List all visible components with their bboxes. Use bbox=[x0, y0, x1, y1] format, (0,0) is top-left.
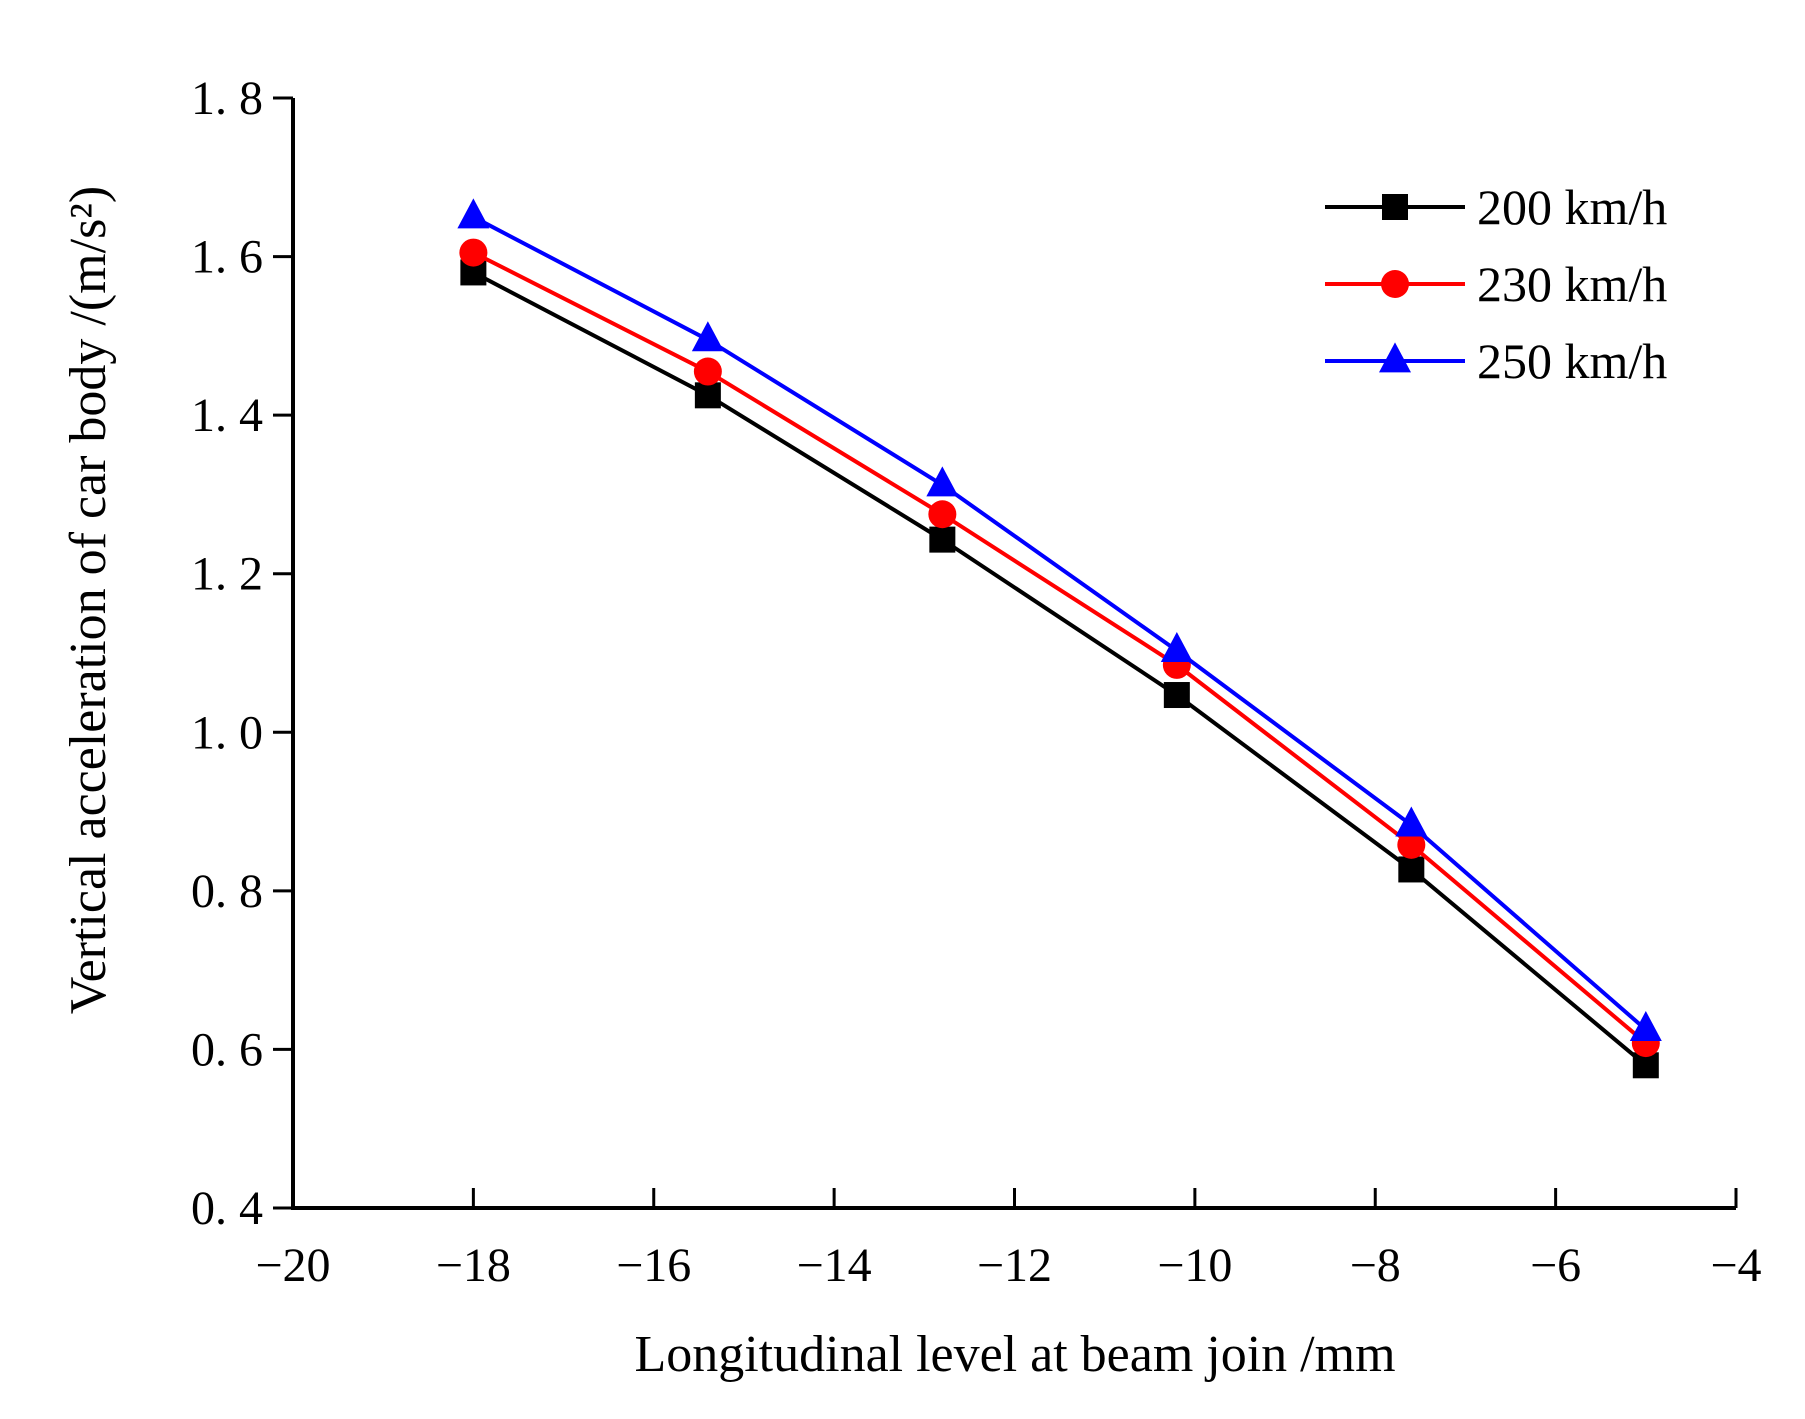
y-tick-label: 1. 8 bbox=[191, 72, 263, 125]
series-layer bbox=[457, 198, 1662, 1079]
legend-label: 250 km/h bbox=[1477, 333, 1667, 389]
data-point bbox=[694, 382, 721, 409]
data-point bbox=[1397, 830, 1426, 859]
series-0 bbox=[460, 259, 1659, 1079]
x-tick-label: −16 bbox=[616, 1239, 691, 1292]
legend-marker bbox=[1381, 270, 1409, 298]
legend-label: 230 km/h bbox=[1477, 256, 1667, 312]
legend-marker bbox=[1382, 194, 1408, 220]
series-line bbox=[472, 250, 1648, 1045]
y-tick-label: 1. 6 bbox=[191, 231, 263, 284]
data-point bbox=[1629, 1011, 1662, 1042]
data-point bbox=[457, 198, 490, 229]
legend-label: 200 km/h bbox=[1477, 179, 1667, 235]
series-line bbox=[472, 270, 1648, 1067]
legend-item-0: 200 km/h bbox=[1325, 179, 1667, 235]
x-axis-label: Longitudinal level at beam join /mm bbox=[634, 1326, 1395, 1383]
series-line bbox=[472, 215, 1648, 1032]
legend: 200 km/h 230 km/h 250 km/h bbox=[1325, 179, 1667, 389]
x-tick-label: −6 bbox=[1530, 1239, 1581, 1292]
data-point bbox=[1398, 856, 1425, 883]
data-point bbox=[1395, 806, 1428, 837]
legend-item-1: 230 km/h bbox=[1325, 256, 1667, 312]
data-point bbox=[459, 238, 488, 267]
data-point bbox=[926, 466, 959, 497]
x-tick-label: −20 bbox=[255, 1239, 330, 1292]
x-tick-label: −8 bbox=[1350, 1239, 1401, 1292]
data-point bbox=[1160, 632, 1193, 663]
data-point bbox=[693, 357, 722, 386]
y-axis-label: Vertical acceleration of car body /(m/s²… bbox=[60, 186, 117, 1014]
series-2 bbox=[457, 198, 1662, 1042]
x-tick-label: −10 bbox=[1157, 1239, 1232, 1292]
y-tick-label: 0. 8 bbox=[191, 865, 263, 918]
axes: −20 −18 −16 −14 −12 −10 −8 −6 −4 0. 4 0. 6 0. 8 1. 0… bbox=[191, 72, 1762, 1292]
y-tick-label: 0. 4 bbox=[191, 1182, 263, 1235]
x-tick-label: −4 bbox=[1710, 1239, 1761, 1292]
y-tick-label: 1. 0 bbox=[191, 706, 263, 759]
legend-item-2: 250 km/h bbox=[1325, 333, 1667, 389]
x-tick-label: −12 bbox=[977, 1239, 1052, 1292]
x-tick-label: −18 bbox=[436, 1239, 511, 1292]
y-tick-label: 1. 4 bbox=[191, 389, 263, 442]
data-point bbox=[929, 526, 956, 553]
legend-marker bbox=[1379, 342, 1411, 373]
data-point bbox=[691, 321, 724, 352]
y-tick-label: 0. 6 bbox=[191, 1023, 263, 1076]
y-axis-label-main: Vertical acceleration of car body /(m/s²… bbox=[60, 186, 117, 1014]
data-point bbox=[1163, 682, 1190, 709]
data-point bbox=[928, 500, 957, 529]
y-tick-label: 1. 2 bbox=[191, 548, 263, 601]
x-tick-label: −14 bbox=[797, 1239, 872, 1292]
